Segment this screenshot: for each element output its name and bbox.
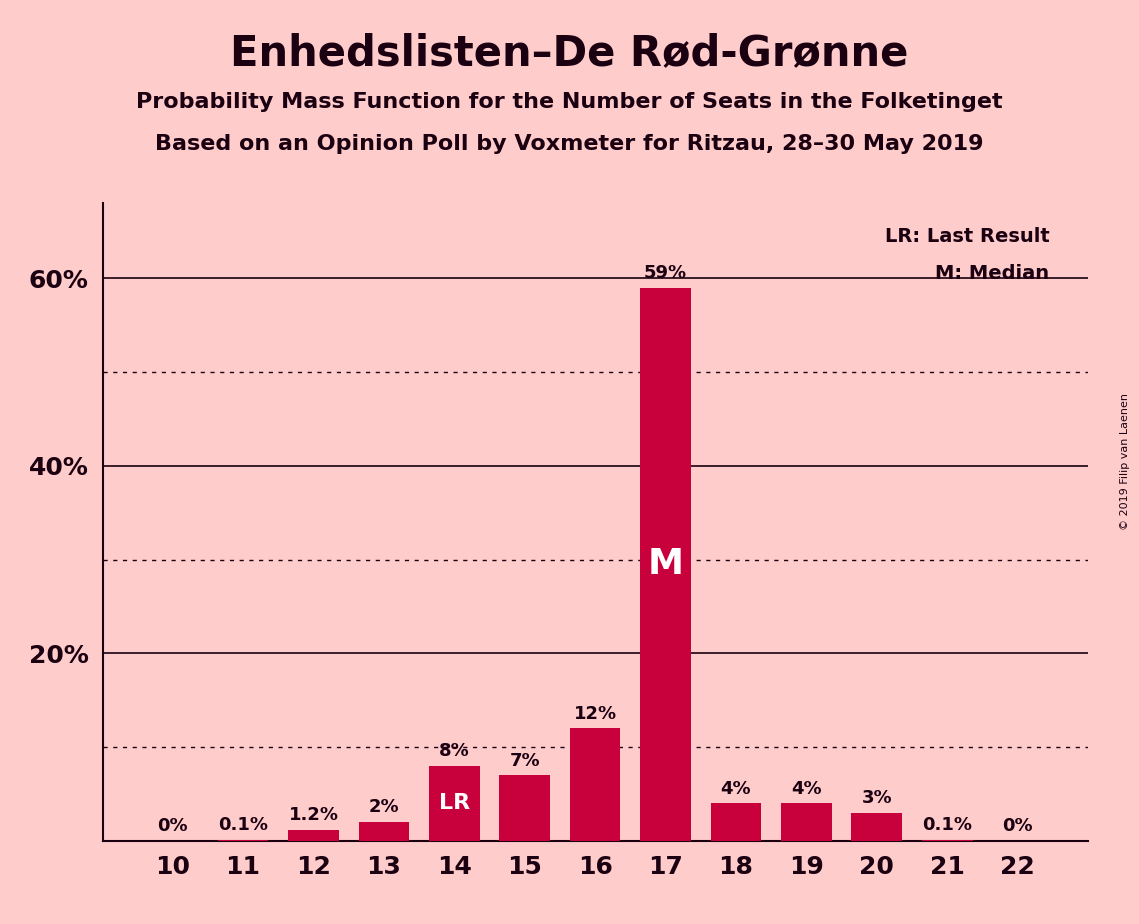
Bar	[499, 775, 550, 841]
Bar	[781, 803, 831, 841]
Text: 3%: 3%	[861, 789, 892, 807]
Text: 2%: 2%	[369, 798, 399, 817]
Bar	[570, 728, 621, 841]
Bar	[288, 830, 338, 841]
Text: LR: LR	[439, 794, 470, 813]
Text: 1.2%: 1.2%	[288, 806, 338, 824]
Text: 8%: 8%	[439, 742, 469, 760]
Bar	[852, 813, 902, 841]
Text: 0.1%: 0.1%	[923, 816, 973, 834]
Bar	[218, 840, 269, 841]
Text: 4%: 4%	[721, 780, 752, 797]
Bar	[429, 766, 480, 841]
Text: 59%: 59%	[644, 264, 687, 282]
Text: M: M	[648, 547, 683, 581]
Bar	[711, 803, 761, 841]
Text: Enhedslisten–De Rød-Grønne: Enhedslisten–De Rød-Grønne	[230, 32, 909, 74]
Text: 7%: 7%	[509, 751, 540, 770]
Bar	[359, 822, 409, 841]
Bar	[921, 840, 973, 841]
Text: M: Median: M: Median	[935, 264, 1049, 284]
Text: © 2019 Filip van Laenen: © 2019 Filip van Laenen	[1121, 394, 1130, 530]
Text: 4%: 4%	[792, 780, 821, 797]
Bar	[640, 287, 691, 841]
Text: Based on an Opinion Poll by Voxmeter for Ritzau, 28–30 May 2019: Based on an Opinion Poll by Voxmeter for…	[155, 134, 984, 154]
Text: 12%: 12%	[574, 705, 616, 723]
Text: 0%: 0%	[157, 817, 188, 835]
Text: Probability Mass Function for the Number of Seats in the Folketinget: Probability Mass Function for the Number…	[137, 92, 1002, 113]
Text: LR: Last Result: LR: Last Result	[885, 226, 1049, 246]
Text: 0.1%: 0.1%	[218, 816, 268, 834]
Text: 0%: 0%	[1002, 817, 1033, 835]
